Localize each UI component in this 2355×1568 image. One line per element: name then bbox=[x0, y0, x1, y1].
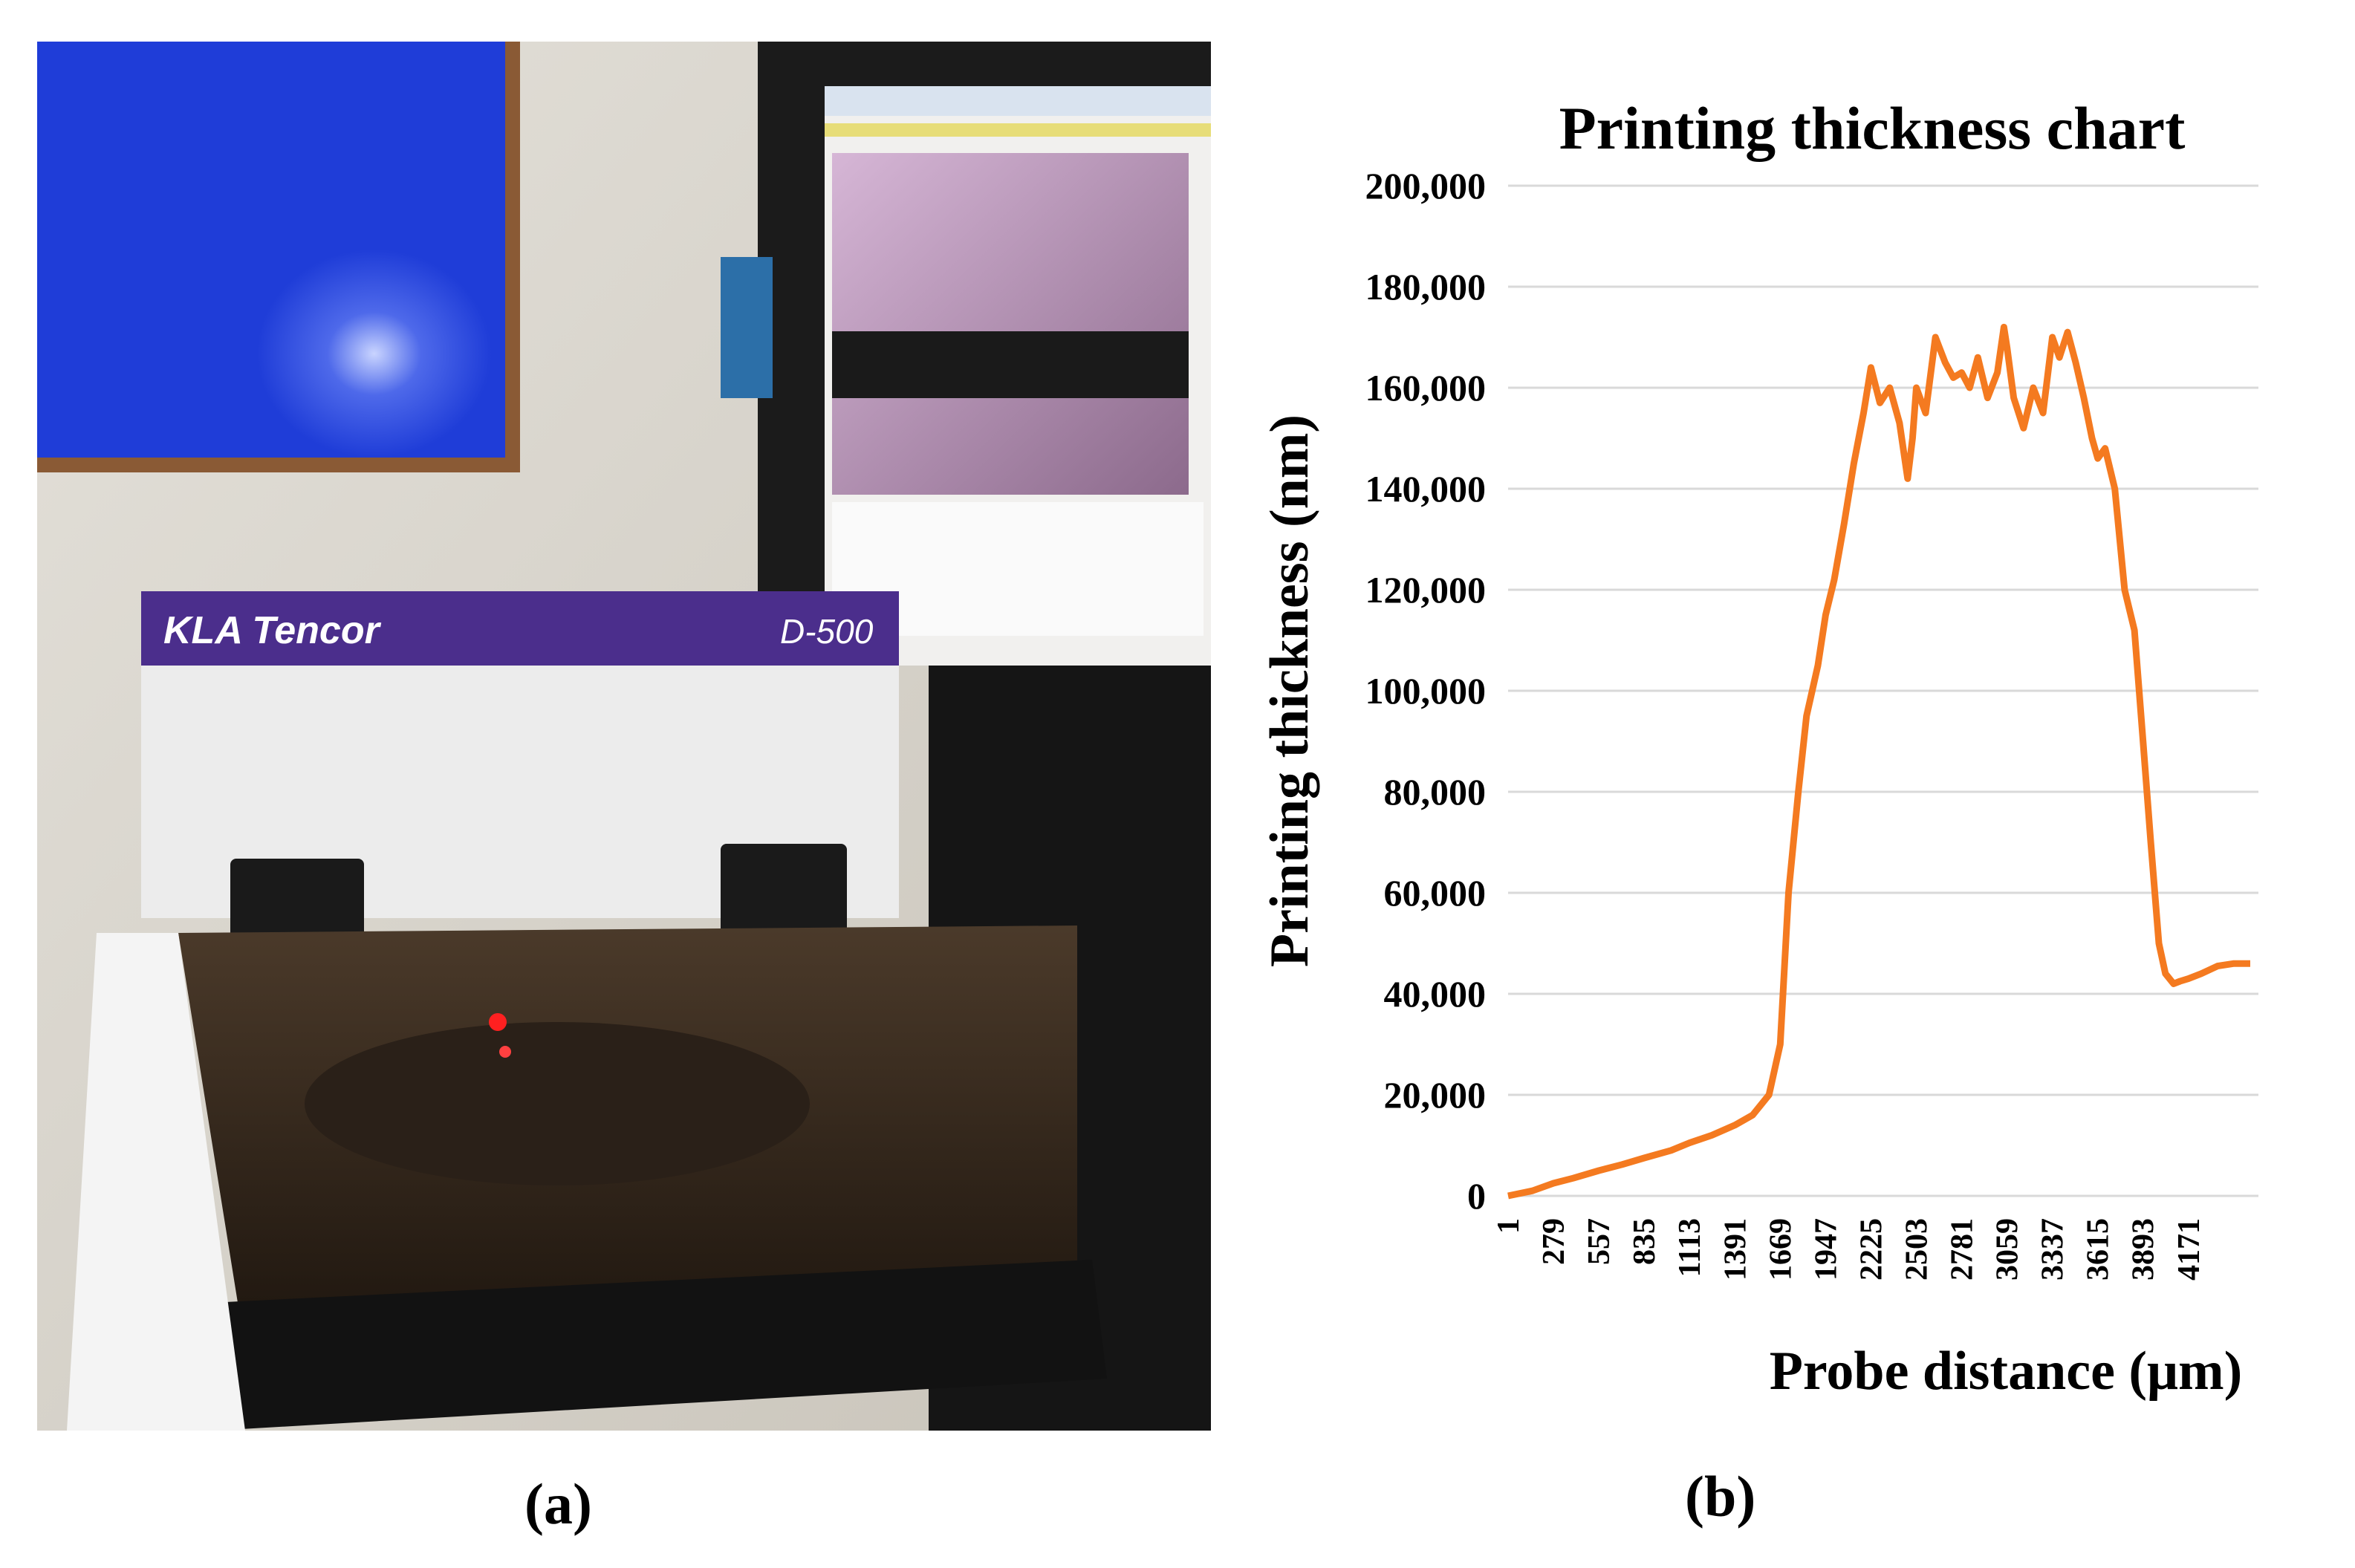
instrument-side-panel bbox=[67, 933, 245, 1431]
chart-title: Printing thickness chart bbox=[1559, 94, 2186, 162]
x-tick-label: 3615 bbox=[2082, 1218, 2116, 1281]
x-tick-label: 2503 bbox=[1900, 1218, 1934, 1281]
instrument-body bbox=[141, 591, 899, 918]
thickness-series-line bbox=[1507, 323, 2250, 1200]
laser-dot bbox=[489, 1013, 507, 1031]
wall-bracket bbox=[721, 257, 773, 398]
y-tick-label: 200,000 bbox=[1365, 165, 1487, 206]
x-tick-label: 3337 bbox=[2036, 1218, 2070, 1281]
y-tick-labels: 0 20,000 40,000 60,000 80,000 100,000 120,000 1… bbox=[1365, 165, 1487, 1217]
x-tick-label: 1113 bbox=[1673, 1218, 1707, 1277]
x-tick-label: 1 bbox=[1492, 1218, 1526, 1234]
y-tick-label: 60,000 bbox=[1384, 872, 1487, 914]
x-tick-label: 3059 bbox=[1991, 1218, 2025, 1281]
x-tick-label: 2225 bbox=[1854, 1218, 1888, 1281]
y-tick-label: 140,000 bbox=[1365, 468, 1487, 510]
series-layer bbox=[1507, 323, 2250, 1200]
x-tick-label: 835 bbox=[1628, 1218, 1662, 1265]
x-tick-label: 1669 bbox=[1764, 1218, 1798, 1281]
sample-stage bbox=[305, 1022, 810, 1185]
x-tick-label: 4171 bbox=[2172, 1218, 2206, 1281]
x-tick-label: 557 bbox=[1582, 1218, 1617, 1265]
x-tick-label: 1947 bbox=[1809, 1218, 1843, 1281]
model-text: D-500 bbox=[780, 612, 874, 651]
monitor-menubar bbox=[825, 123, 1211, 137]
y-tick-label: 120,000 bbox=[1365, 569, 1487, 611]
right-hinge bbox=[721, 844, 847, 940]
x-axis-label: Probe distance (μm) bbox=[1770, 1341, 2243, 1402]
y-tick-label: 180,000 bbox=[1365, 266, 1487, 308]
y-tick-label: 100,000 bbox=[1365, 670, 1487, 712]
x-tick-label: 1391 bbox=[1718, 1218, 1753, 1281]
brand-text: KLA Tencor bbox=[163, 609, 382, 652]
grid-lines bbox=[1508, 184, 2258, 1197]
y-tick-label: 160,000 bbox=[1365, 367, 1487, 409]
laser-dot-2 bbox=[499, 1046, 511, 1058]
thickness-chart: Printing thickness chart 0 20,000 40,000 60… bbox=[1233, 74, 2333, 1456]
monitor-toolbar bbox=[825, 86, 1211, 116]
x-tick-labels: 1 279 557 835 1113 1391 1669 1947 2225 2503 2781 30… bbox=[1492, 1218, 2206, 1281]
panel-label-b: (b) bbox=[1685, 1464, 1756, 1529]
instrument-photo-drawing: KLA Tencor D-500 bbox=[37, 42, 1211, 1431]
x-tick-label: 279 bbox=[1537, 1218, 1571, 1265]
panel-label-a: (a) bbox=[524, 1471, 592, 1536]
y-tick-label: 20,000 bbox=[1384, 1074, 1487, 1116]
x-tick-label: 2781 bbox=[1946, 1218, 1980, 1281]
left-hinge bbox=[230, 859, 364, 955]
instrument-base bbox=[178, 1260, 1107, 1431]
blue-board bbox=[37, 42, 505, 458]
monitor-image-gap bbox=[832, 331, 1189, 398]
y-axis-label: Printing thickness (nm) bbox=[1259, 414, 1320, 967]
y-tick-label: 0 bbox=[1467, 1175, 1486, 1217]
instrument-photo: KLA Tencor D-500 bbox=[37, 42, 1211, 1431]
y-tick-label: 40,000 bbox=[1384, 973, 1487, 1015]
y-tick-label: 80,000 bbox=[1384, 771, 1487, 813]
monitor-image bbox=[832, 153, 1189, 495]
x-tick-label: 3893 bbox=[2127, 1218, 2161, 1281]
thickness-chart-svg: Printing thickness chart 0 20,000 40,000 60… bbox=[1259, 94, 2258, 1402]
instrument-band bbox=[141, 591, 899, 666]
